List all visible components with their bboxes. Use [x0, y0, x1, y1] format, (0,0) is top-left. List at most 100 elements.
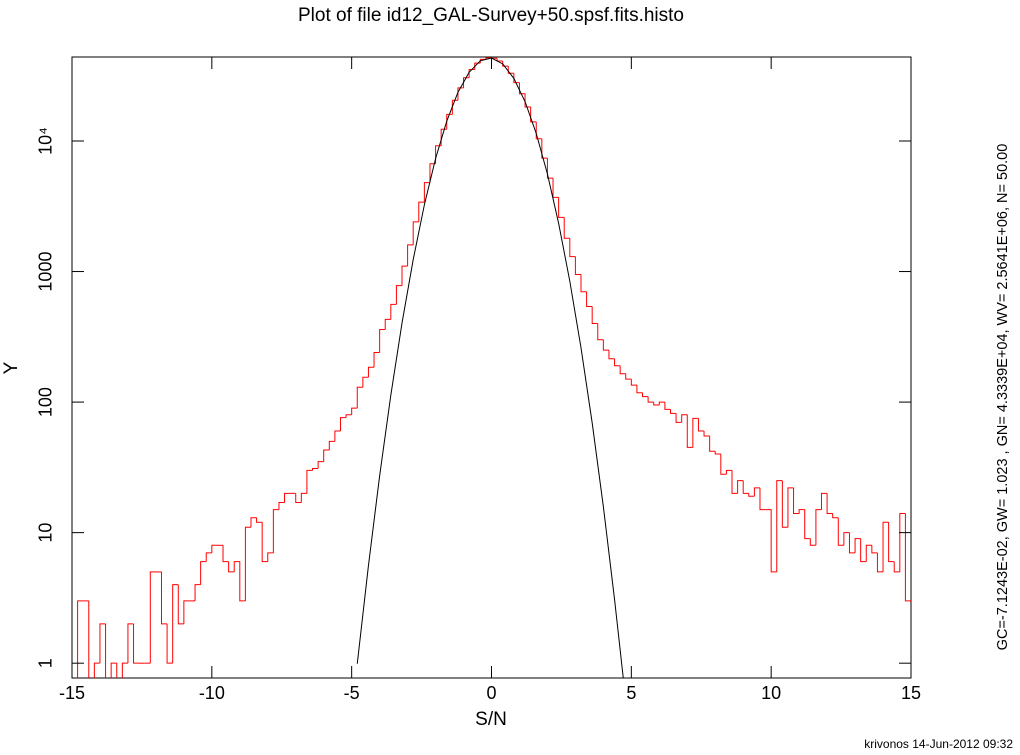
- histogram-step: [317, 461, 324, 469]
- histogram-step: [899, 513, 906, 572]
- histogram-step: [647, 396, 654, 403]
- histogram-step: [244, 526, 251, 601]
- histogram-step: [759, 487, 766, 511]
- y-tick-label: 10: [36, 523, 56, 543]
- histogram-step: [463, 77, 470, 88]
- histogram-step: [507, 66, 514, 74]
- histogram-step: [530, 107, 537, 123]
- histogram-step: [513, 73, 520, 84]
- histogram-step: [709, 435, 716, 452]
- x-tick-label: 0: [486, 683, 496, 703]
- histogram-step: [451, 99, 458, 115]
- histogram-step: [328, 440, 335, 450]
- histogram-step: [177, 584, 184, 625]
- histogram-step: [597, 323, 604, 341]
- fit-curve: [356, 57, 624, 678]
- histogram-step: [222, 545, 229, 563]
- histogram-step: [194, 584, 201, 601]
- histogram-step: [457, 87, 464, 101]
- histogram-step: [697, 418, 705, 432]
- histogram-step: [339, 417, 347, 432]
- histogram-step: [893, 561, 900, 573]
- histogram-step: [524, 93, 531, 108]
- histogram-step: [675, 413, 682, 423]
- chart-title: Plot of file id12_GAL-Survey+50.spsf.fit…: [298, 5, 684, 26]
- x-tick-label: 15: [901, 683, 921, 703]
- histogram-step: [312, 467, 319, 471]
- histogram-step: [228, 561, 235, 573]
- histogram-step: [681, 414, 688, 423]
- y-tick-label: 1: [36, 658, 56, 668]
- histogram-step: [295, 493, 302, 504]
- histogram-step: [121, 662, 128, 678]
- histogram-step: [904, 513, 911, 602]
- histogram-step: [636, 385, 643, 394]
- histogram-step: [373, 351, 380, 368]
- histogram-step: [614, 358, 621, 367]
- histogram-step: [541, 138, 548, 159]
- histogram-step: [160, 571, 168, 625]
- y-tick-label: 100: [36, 387, 56, 417]
- histogram-step: [535, 121, 542, 140]
- histogram-step: [395, 285, 403, 305]
- histogram-step: [558, 197, 565, 218]
- histogram-step: [574, 256, 581, 275]
- x-tick-label: -15: [59, 683, 85, 703]
- histogram-step: [267, 552, 274, 562]
- histogram-step: [256, 517, 263, 523]
- histogram-step: [116, 663, 118, 678]
- histogram-step: [356, 386, 363, 409]
- histogram-step: [323, 449, 330, 462]
- histogram-step: [591, 306, 598, 324]
- histogram-step: [563, 217, 570, 239]
- histogram-step: [390, 303, 397, 320]
- histogram-step: [166, 623, 173, 664]
- histogram-step: [753, 487, 760, 497]
- histogram-step: [888, 522, 895, 563]
- histogram-step: [110, 662, 117, 678]
- histogram-step: [278, 502, 285, 510]
- histogram-step: [843, 532, 850, 546]
- histogram-step: [172, 584, 179, 664]
- histogram-step: [837, 517, 844, 546]
- histogram-step: [233, 561, 240, 572]
- histogram-step: [586, 291, 593, 307]
- histogram-step: [412, 221, 419, 245]
- histogram-step: [127, 623, 134, 664]
- histogram-step: [625, 373, 632, 380]
- histogram-step: [362, 376, 369, 388]
- histogram-step: [502, 61, 509, 67]
- histogram-step: [653, 402, 660, 406]
- histogram-step: [821, 492, 828, 510]
- histogram-step: [351, 407, 358, 415]
- histogram-step: [776, 480, 783, 572]
- histogram-step: [284, 492, 291, 503]
- histogram-step: [272, 509, 279, 553]
- histogram-step: [149, 571, 156, 664]
- histogram-step: [826, 493, 833, 515]
- histogram-step: [748, 493, 755, 497]
- histogram-step: [496, 58, 503, 62]
- histogram-step: [367, 366, 375, 378]
- histogram-step: [99, 623, 106, 664]
- x-axis-label: S/N: [475, 709, 507, 730]
- y-tick-label: 10⁴: [36, 127, 56, 155]
- histogram-step: [518, 82, 526, 95]
- histogram-step: [105, 623, 107, 678]
- histogram-step: [546, 158, 554, 179]
- histogram-step: [714, 451, 721, 455]
- histogram-step: [720, 454, 727, 475]
- histogram-step: [552, 178, 559, 198]
- histogram-step: [345, 414, 352, 418]
- histogram-step: [642, 392, 649, 398]
- histogram-step: [742, 480, 749, 494]
- histogram-step: [423, 182, 430, 203]
- histogram-step: [725, 469, 733, 475]
- footer: krivonos 14-Jun-2012 09:32: [864, 737, 1013, 751]
- fit-annotation: GC=-7.1243E-02, GW= 1.023 , GN= 4.3339E+…: [995, 144, 1011, 651]
- histogram-step: [429, 163, 436, 183]
- histogram-step: [418, 201, 425, 222]
- histogram-step: [871, 545, 878, 554]
- histogram-step: [731, 470, 738, 494]
